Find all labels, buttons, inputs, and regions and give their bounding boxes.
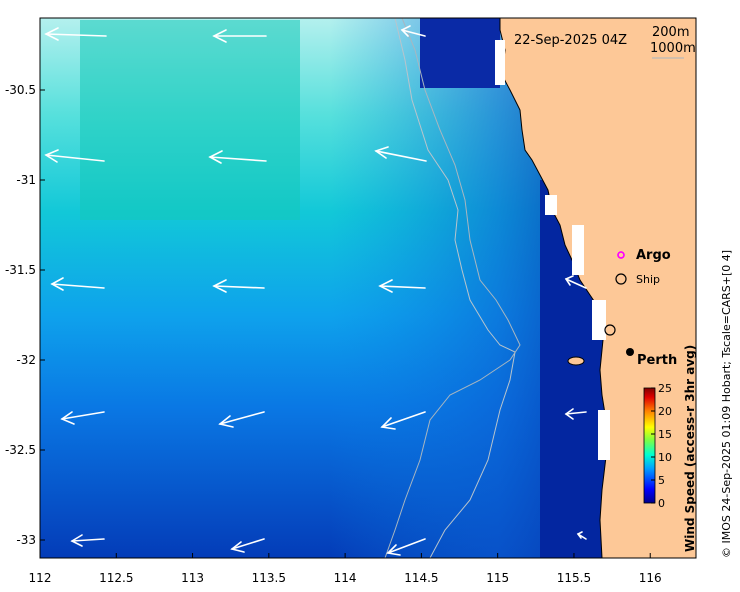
contour-200m xyxy=(394,18,516,558)
wind-arrow xyxy=(60,411,105,425)
wind-arrow xyxy=(44,149,105,163)
wind-patch xyxy=(80,20,300,220)
wind-arrow xyxy=(44,27,107,41)
wind-arrow xyxy=(212,29,267,43)
colorbar-tick-label: 0 xyxy=(658,497,665,510)
coast-gap xyxy=(592,300,606,340)
ship-marker xyxy=(604,324,616,336)
wind-arrow xyxy=(374,146,427,162)
wind-arrows xyxy=(44,25,587,556)
colorbar-tick-label: 15 xyxy=(658,428,672,441)
coast-gap xyxy=(495,40,505,85)
wind-arrow xyxy=(564,275,587,289)
wind-arrow xyxy=(212,279,265,293)
wind-arrow xyxy=(400,25,426,37)
x-tick-label: 114.5 xyxy=(404,571,438,585)
wind-arrow xyxy=(378,279,426,293)
x-tick-label: 115 xyxy=(486,571,509,585)
y-tick-label: -31.5 xyxy=(5,263,36,277)
wind-arrow xyxy=(208,150,267,164)
wind-arrow xyxy=(386,538,426,556)
y-tick-label: -31 xyxy=(16,173,36,187)
x-tick-label: 115.5 xyxy=(557,571,591,585)
y-tick-label: -32.5 xyxy=(5,443,36,457)
colorbar-tick-label: 25 xyxy=(658,382,672,395)
colorbar-ticks: 25 20 15 10 5 0 xyxy=(651,382,672,510)
colorbar xyxy=(643,387,656,504)
colorbar-title: Wind Speed (access-r 3hr avg) xyxy=(683,344,697,552)
coast-gap xyxy=(598,410,610,460)
x-tick-label: 114 xyxy=(334,571,357,585)
argo-legend-label: Argo xyxy=(636,248,671,263)
wind-arrow xyxy=(50,277,105,291)
rottnest-island xyxy=(567,356,585,366)
city-label-perth: Perth xyxy=(637,353,677,368)
contour-1000m xyxy=(384,18,521,558)
wind-arrow xyxy=(230,538,265,553)
x-tick-label: 113 xyxy=(181,571,204,585)
colorbar-tick-label: 5 xyxy=(658,474,665,487)
perth-marker xyxy=(626,348,634,356)
y-tick-label: -33 xyxy=(16,533,36,547)
x-tick-label: 113.5 xyxy=(252,571,286,585)
timestamp-label: 22-Sep-2025 04Z xyxy=(514,33,627,48)
contour-label-1000m: 1000m xyxy=(650,41,696,56)
wind-arrow xyxy=(218,411,265,428)
plot-frame xyxy=(39,17,697,559)
x-tick-label: 112.5 xyxy=(99,571,133,585)
colorbar-tick-label: 20 xyxy=(658,405,672,418)
coast-gap xyxy=(572,225,584,275)
wind-arrow xyxy=(70,534,105,547)
colorbar-tick-label: 10 xyxy=(658,451,672,464)
wind-arrow xyxy=(576,531,587,540)
argo-legend-icon xyxy=(617,251,625,259)
x-tick-label: 116 xyxy=(639,571,662,585)
ship-legend-label: Ship xyxy=(636,273,660,286)
ship-legend-icon xyxy=(615,273,627,285)
x-tick-label: 112 xyxy=(29,571,52,585)
wind-arrow xyxy=(380,411,426,430)
y-tick-label: -30.5 xyxy=(5,83,36,97)
nearshore-dark-top xyxy=(420,18,500,88)
wind-arrow xyxy=(564,408,587,420)
y-tick-label: -32 xyxy=(16,353,36,367)
credit-text: © IMOS 24-Sep-2025 01:09 Hobart; Tscale=… xyxy=(720,249,733,558)
coast-gap xyxy=(545,195,557,215)
y-axis: -30.5 -31 -31.5 -32 -32.5 -33 xyxy=(5,83,45,547)
contour-label-200m: 200m xyxy=(652,25,689,40)
x-axis: 112 112.5 113 113.5 114 114.5 115 115.5 116 xyxy=(29,553,662,585)
